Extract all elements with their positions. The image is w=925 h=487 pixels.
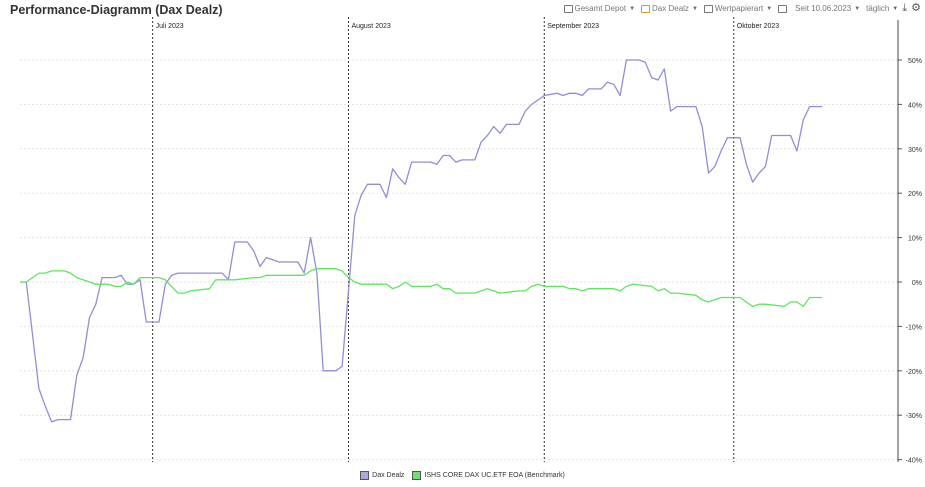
month-marker-label: Oktober 2023 [737,23,780,30]
security-type-selector[interactable]: Wertpapierart ▼ [703,4,773,13]
y-tick-label: 50% [908,58,922,65]
legend-swatch [412,471,422,480]
depot-selector[interactable]: Gesamt Depot ▼ [563,4,636,13]
caret-down-icon: ▼ [854,5,861,12]
series-line-2 [20,268,823,308]
y-tick-label: -20% [906,369,922,376]
y-tick-label: 40% [908,102,922,109]
legend-label: Dax Dealz [372,472,405,479]
folder-icon [563,4,573,13]
portfolio-selector[interactable]: Dax Dealz ▼ [641,4,698,13]
gear-icon[interactable]: ⚙ [911,2,921,14]
legend-label: ISHS CORE DAX UC.ETF EOA (Benchmark) [424,472,565,479]
chart-toolbar: Gesamt Depot ▼ Dax Dealz ▼ Wertpapierart… [558,2,921,14]
date-range-label: Seit 10.06.2023 [795,4,852,13]
y-tick-label: 10% [908,236,922,243]
depot-selector-label: Gesamt Depot [574,4,627,13]
security-type-selector-label: Wertpapierart [714,4,764,13]
caret-down-icon: ▼ [629,5,636,12]
interval-selector[interactable]: täglich ▼ [866,4,898,13]
y-tick-label: -30% [906,413,922,420]
series-line-1 [20,59,823,423]
interval-selector-label: täglich [866,4,890,13]
month-marker-label: Juli 2023 [156,23,184,30]
portfolio-selector-label: Dax Dealz [652,4,689,13]
y-tick-label: -40% [906,458,922,465]
download-icon[interactable]: ⤓ [902,2,908,14]
month-marker-label: September 2023 [547,23,599,30]
month-marker-label: August 2023 [351,23,390,30]
calendar-icon [778,4,788,13]
caret-down-icon: ▼ [691,5,698,12]
caret-down-icon: ▼ [892,5,899,12]
performance-chart: 50% 40% 30% 20% 10% 0% -10% -20% -30% -40% Juli 20… [20,17,922,465]
page-title: Performance-Diagramm (Dax Dealz) [10,3,223,17]
portfolio-icon [641,4,651,13]
chart-legend: Dax Dealz ISHS CORE DAX UC.ETF EOA (Bench… [0,471,925,480]
caret-down-icon: ▼ [766,5,773,12]
legend-item[interactable]: ISHS CORE DAX UC.ETF EOA (Benchmark) [412,471,565,480]
document-icon [703,4,713,13]
y-tick-label: -10% [906,324,922,331]
y-tick-label: 20% [908,191,922,198]
date-range-selector[interactable]: Seit 10.06.2023 ▼ [778,4,860,13]
legend-swatch [360,471,370,480]
legend-item[interactable]: Dax Dealz [360,471,404,480]
y-tick-label: 30% [908,147,922,154]
y-tick-label: 0% [912,280,922,287]
